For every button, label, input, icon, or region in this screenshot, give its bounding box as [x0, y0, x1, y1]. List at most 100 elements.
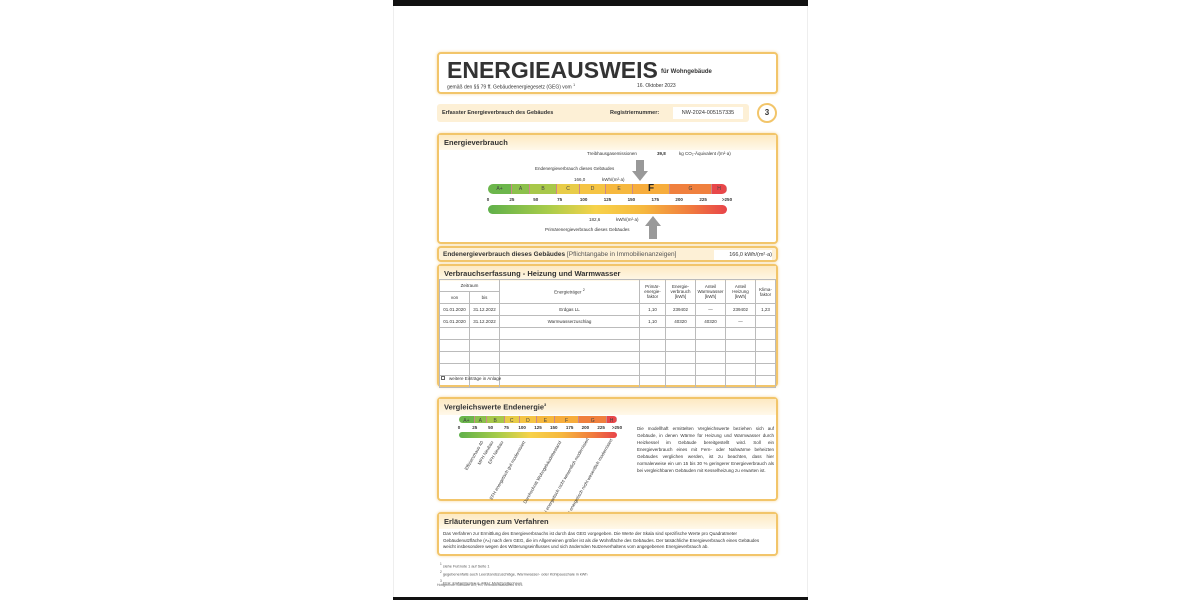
primary-energy-gradient [488, 205, 727, 214]
ghg-value: 39,8 [657, 151, 666, 156]
energy-class-A: A [512, 184, 530, 194]
comparison-scale: A+ A B C D E F G H [459, 416, 617, 423]
col-ww: Anteil Warmwasser [kWh] [695, 279, 726, 304]
law-date: 16. Oktober 2023 [637, 83, 676, 89]
table-row [439, 351, 776, 364]
cell-heating [725, 363, 756, 376]
ghg-label: Treibhausgasemissionen [587, 151, 637, 156]
cell-pef [639, 351, 666, 364]
cell-carrier [499, 339, 640, 352]
cell-to [469, 339, 500, 352]
energy-class-F: F [554, 416, 580, 423]
cell-to: 31.12.2022 [469, 303, 500, 316]
primary-energy-value: 182,6 [589, 217, 601, 222]
col-heating: Anteil Heizung [kWh] [725, 279, 756, 304]
energy-class-A: A [474, 416, 487, 423]
cell-ww [695, 363, 726, 376]
tick-label: 125 [534, 425, 542, 430]
registration-label: Erfasster Energieverbrauch des Gebäudes [442, 110, 554, 116]
cell-climate [755, 363, 776, 376]
tick-label: 175 [565, 425, 574, 430]
cell-ww [695, 327, 726, 340]
tick-label: 75 [503, 425, 509, 430]
cell-climate [755, 375, 776, 388]
cell-to [469, 327, 500, 340]
tick-label: 175 [651, 197, 660, 202]
tick-label: 75 [557, 197, 563, 202]
energy-class-F: F [633, 184, 670, 194]
cell-pef [639, 339, 666, 352]
cell-carrier [499, 363, 640, 376]
tick-label: 125 [603, 197, 612, 202]
tick-label: >250 [721, 197, 733, 202]
cell-consumption [665, 363, 696, 376]
ghg-unit: kg CO₂-Äquivalent /(m²·a) [679, 151, 731, 156]
summary-bar: Endenergieverbrauch dieses Gebäudes [Pfl… [437, 246, 778, 262]
tick-label: 0 [457, 425, 461, 430]
cell-from [439, 339, 470, 352]
top-black-bar [393, 0, 808, 6]
energy-class-H: H [607, 416, 617, 423]
cell-to [469, 351, 500, 364]
cell-heating [725, 339, 756, 352]
primary-energy-unit: kWh/(m²·a) [616, 217, 639, 222]
cell-heating: 239402 [725, 303, 756, 316]
footnote: 2 gegebenenfalls auch Leerstandszuschläg… [440, 570, 588, 577]
tick-label: 225 [699, 197, 707, 202]
cell-heating: — [725, 315, 756, 328]
energy-class-D: D [580, 184, 606, 194]
col-pef: Primär-energie-faktor [639, 279, 666, 304]
table-row [439, 375, 776, 388]
col-climate: Klima-faktor [755, 279, 776, 304]
energy-class-scale: A+ A B C D E F G H [488, 184, 727, 194]
cell-consumption: 239402 [665, 303, 696, 316]
tick-label: 200 [581, 425, 590, 430]
page-number-badge: 3 [757, 103, 777, 123]
tick-label: 150 [550, 425, 558, 430]
cell-to [469, 363, 500, 376]
section-title: Energieverbrauch [439, 135, 776, 150]
cell-consumption: 40320 [665, 315, 696, 328]
cell-pef: 1,10 [639, 303, 666, 316]
end-energy-value: 166,0 [574, 177, 586, 182]
tick-label: >250 [611, 425, 623, 430]
cell-from [439, 351, 470, 364]
cell-ww [695, 339, 726, 352]
section-title: Verbrauchserfassung - Heizung und Warmwa… [439, 266, 776, 281]
end-energy-label: Endenergieverbrauch dieses Gebäudes [535, 166, 615, 171]
tick-label: 25 [509, 197, 515, 202]
cell-climate [755, 327, 776, 340]
table-row: 01.01.2020 31.12.2022 Erdgas LL 1,10 239402—… [439, 303, 776, 316]
cell-carrier [499, 375, 640, 388]
cell-carrier [499, 351, 640, 364]
energy-class-Aplus: A+ [488, 184, 512, 194]
cell-pef [639, 375, 666, 388]
cell-ww [695, 351, 726, 364]
comparison-gradient [459, 432, 617, 438]
energy-class-C: C [557, 184, 580, 194]
table-row [439, 339, 776, 352]
reg-number: NW-2024-005157335 [673, 107, 743, 119]
cell-pef [639, 327, 666, 340]
energy-class-E: E [606, 184, 633, 194]
end-energy-unit: kWh/(m²·a) [602, 177, 625, 182]
consumption-table: Zeitraum Energieträger 2 Primär-energie-… [439, 279, 776, 388]
table-row [439, 363, 776, 376]
more-entries-checkbox[interactable]: weitere Einträge in Anlage [441, 376, 501, 381]
tick-label: 225 [597, 425, 605, 430]
section-title: Erläuterungen zum Verfahren [439, 514, 776, 529]
cell-carrier: Warmwasserzuschlag [499, 315, 640, 328]
primary-energy-arrow-icon [645, 216, 661, 226]
energy-class-B: B [530, 184, 557, 194]
subtitle: für Wohngebäude [661, 69, 712, 75]
tick-label: 0 [486, 197, 490, 202]
summary-value: 166,0 kWh/(m²·a) [714, 250, 772, 260]
end-energy-arrow-head [632, 171, 648, 181]
primary-energy-label: Primärenergieverbrauch dieses Gebäudes [545, 227, 630, 232]
cell-carrier: Erdgas LL [499, 303, 640, 316]
cell-from: 01.01.2020 [439, 315, 470, 328]
explanation-text: Das Verfahren zur Ermittlung des Energie… [443, 531, 760, 549]
cell-from [439, 363, 470, 376]
end-energy-arrow-icon [636, 160, 644, 172]
tick-label: 50 [533, 197, 539, 202]
